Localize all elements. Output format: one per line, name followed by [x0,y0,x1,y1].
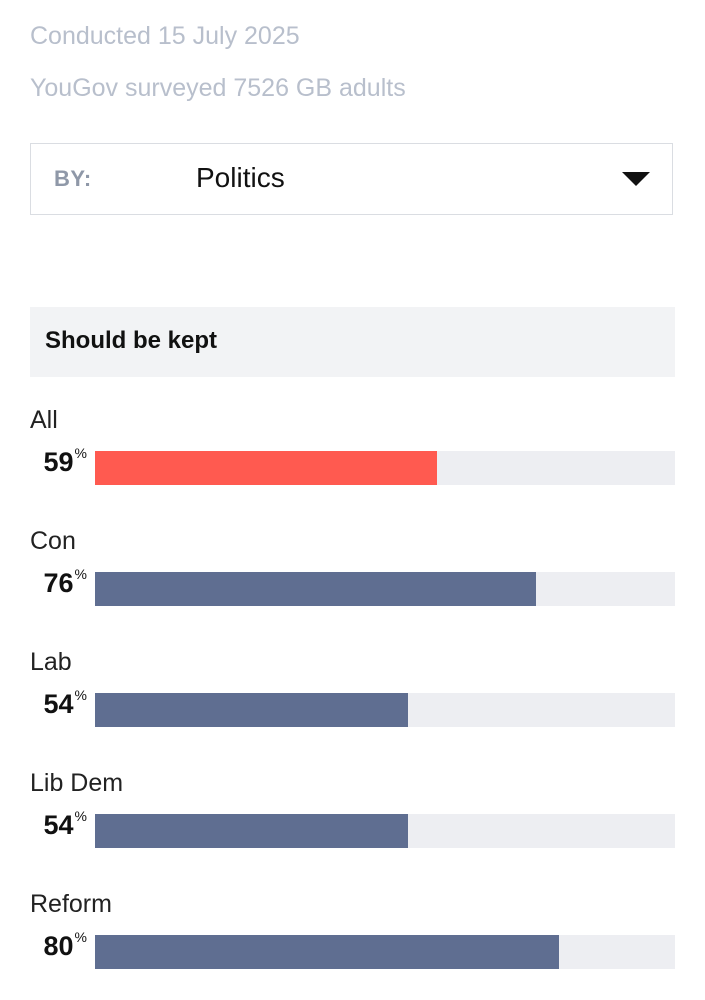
bar [95,451,438,485]
value-label: 76% [43,566,88,598]
bar [95,572,536,606]
chart-row: All 59% [0,406,705,506]
category-label: Lib Dem [30,769,124,797]
bar-track [95,572,675,606]
bar [95,935,559,969]
by-dropdown[interactable]: BY: Politics [30,143,673,215]
chart-row: Lab 54% [0,648,705,748]
value-label: 80% [43,929,88,961]
value-label: 54% [43,687,88,719]
bar-track [95,693,675,727]
bar-track [95,935,675,969]
bar [95,693,409,727]
survey-sample: YouGov surveyed 7526 GB adults [30,74,406,102]
caret-down-icon [622,172,650,186]
chart-row: Lib Dem 54% [0,769,705,869]
survey-date: Conducted 15 July 2025 [30,22,300,50]
category-label: All [30,406,58,434]
category-label: Reform [30,890,112,918]
bar [95,814,409,848]
section-header: Should be kept [30,307,675,377]
value-label: 54% [43,808,88,840]
chart-row: Con 76% [0,527,705,627]
value-label: 59% [43,445,88,477]
by-label: BY: [54,166,92,191]
bar-track [95,451,675,485]
category-label: Lab [30,648,72,676]
section-title: Should be kept [45,327,218,354]
category-label: Con [30,527,76,555]
bar-track [95,814,675,848]
by-selected-value: Politics [196,162,285,193]
chart-row: Reform 80% [0,890,705,990]
